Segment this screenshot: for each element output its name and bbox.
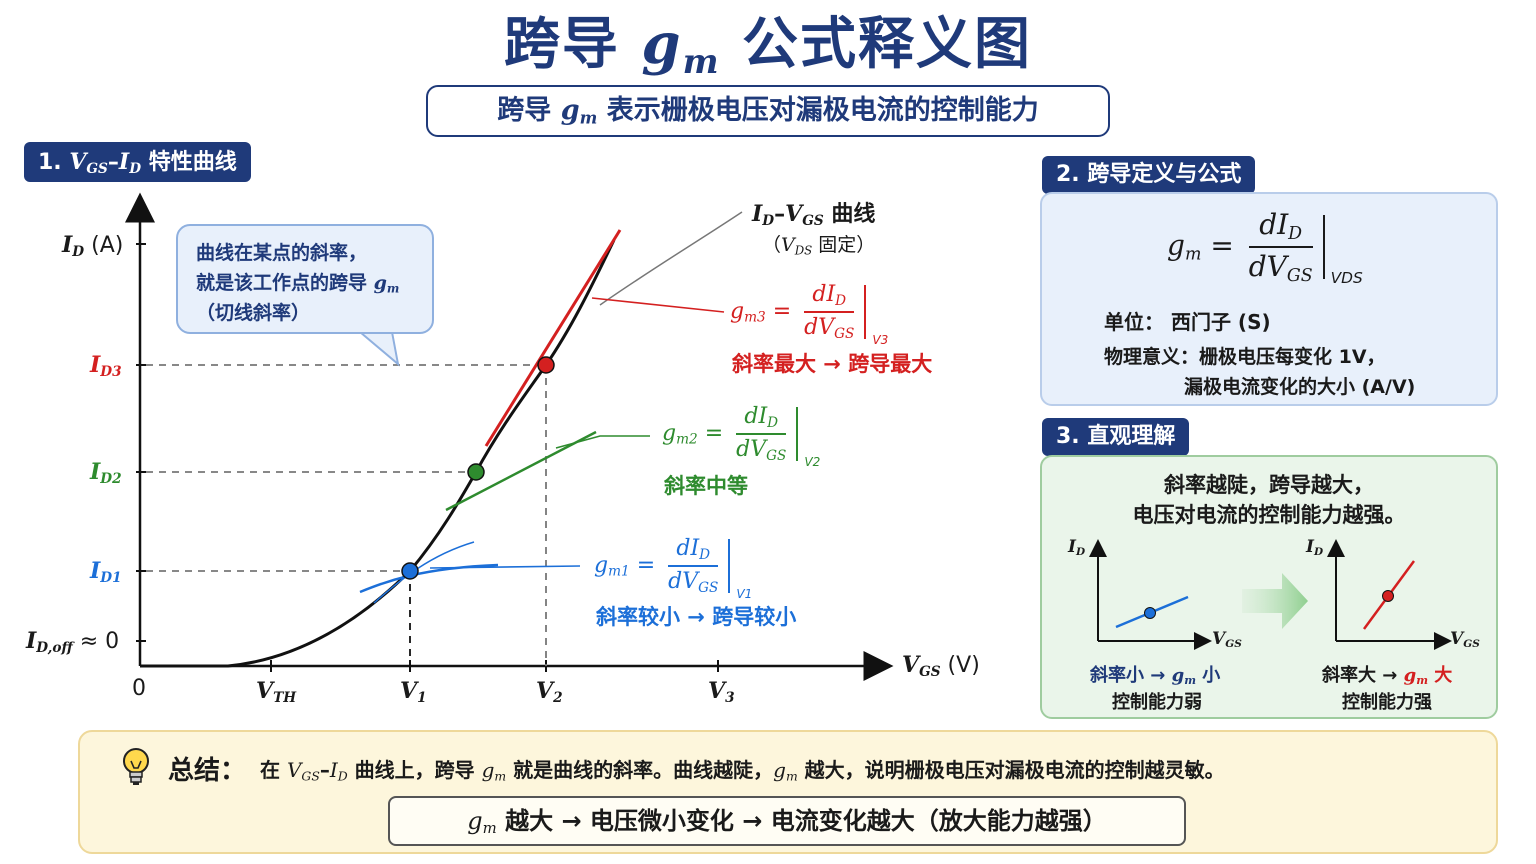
summary-highlight: gm 越大 → 电压微小变化 → 电流变化越大（放大能力越强） — [388, 796, 1186, 846]
y-tick-label-id1: ID1 — [90, 558, 122, 586]
definition-panel: gm = dID dVGS VDS 单位： 西门子 (S) 物理意义：栅极电压每变化… — [1040, 192, 1498, 406]
tangent-gm2 — [445, 430, 597, 512]
unit-line: 单位： 西门子 (S) — [1104, 310, 1271, 334]
callout-pointer — [359, 331, 400, 367]
y-axis-label: ID (A) — [62, 232, 124, 260]
meaning-line-2: 漏极电流变化的大小 (A/V) — [1184, 376, 1416, 398]
formula-gm1: gm1 = dID dVGS V1 — [594, 536, 753, 601]
mini-left-y-label: ID — [1068, 537, 1086, 558]
id-vgs-plot — [125, 192, 894, 681]
tangent-gm1 — [359, 563, 499, 594]
leader-gm3 — [591, 297, 725, 313]
point-gm2 — [467, 463, 485, 481]
point-gm1 — [401, 562, 419, 580]
leader-gm2 — [555, 435, 650, 449]
y-tick-label-id2: ID2 — [90, 459, 122, 487]
summary-text: 在 VGS–ID 曲线上，跨导 gm 就是曲线的斜率。曲线越陡，gm 越大，说明… — [260, 758, 1225, 784]
mini-left-x-label: VGS — [1212, 629, 1242, 650]
y-tick-label-ioff: ID,off ≈ 0 — [26, 628, 120, 656]
curve-note: （VDS 固定） — [762, 234, 876, 258]
mini-right-x-label: VGS — [1450, 629, 1480, 650]
y-tick-label-id3: ID3 — [90, 352, 122, 380]
mini-right-caption-1: 斜率大 → gm 大 — [1322, 665, 1453, 688]
origin-label: 0 — [132, 676, 146, 701]
summary-label: 总结： — [168, 756, 247, 786]
mini-left-point — [1144, 607, 1156, 619]
section-1-tag: 1. VGS–ID 特性曲线 — [24, 142, 251, 182]
x-tick-label-vth: VTH — [256, 678, 297, 706]
mini-right-caption-2: 控制能力强 — [1342, 692, 1432, 713]
section-2-tag: 2. 跨导定义与公式 — [1042, 156, 1256, 194]
x-tick-label-v3: V3 — [708, 678, 735, 706]
right-arrow-icon — [1242, 573, 1308, 629]
tangent-gm3 — [484, 229, 622, 447]
curve-extension — [599, 211, 743, 306]
x-tick-label-v2: V2 — [536, 678, 563, 706]
intuition-line-1: 斜率越陡，跨导越大， — [1164, 473, 1374, 497]
note-gm1: 斜率较小 → 跨导较小 — [596, 605, 797, 629]
section-3-tag: 3. 直观理解 — [1042, 418, 1190, 456]
note-gm3: 斜率最大 → 跨导最大 — [732, 352, 933, 376]
meaning-line-1: 物理意义：栅极电压每变化 1V， — [1104, 346, 1386, 368]
mini-plots — [1089, 539, 1452, 650]
intuition-panel: 斜率越陡，跨导越大， 电压对电流的控制能力越强。 ID VGS ID VGS 斜… — [1040, 455, 1498, 719]
formula-gm2: gm2 = dID dVGS V2 — [662, 404, 821, 469]
gm-definition-formula: gm = dID dVGS VDS — [1167, 208, 1363, 287]
mini-left-caption-1: 斜率小 → gm 小 — [1090, 665, 1221, 688]
leader-gm1 — [429, 565, 581, 569]
lightbulb-icon — [123, 748, 149, 785]
formula-gm3: gm3 = dID dVGS V3 — [730, 282, 889, 347]
slope-callout: 曲线在某点的斜率， 就是该工作点的跨导 gm （切线斜率） — [176, 224, 434, 334]
mini-right-point — [1382, 590, 1394, 602]
callout-line-3: （切线斜率） — [196, 302, 311, 324]
note-gm2: 斜率中等 — [664, 474, 748, 498]
point-gm3 — [537, 356, 555, 374]
intuition-line-2: 电压对电流的控制能力越强。 — [1132, 503, 1406, 527]
mini-right-y-label: ID — [1306, 537, 1324, 558]
page-subtitle: 跨导 gm 表示栅极电压对漏极电流的控制能力 — [426, 85, 1110, 137]
page-title: 跨导 gm 公式释义图 — [503, 11, 1033, 82]
mini-left-caption-2: 控制能力弱 — [1112, 692, 1202, 713]
x-tick-label-v1: V1 — [400, 678, 427, 706]
summary-box: 总结： 在 VGS–ID 曲线上，跨导 gm 就是曲线的斜率。曲线越陡，gm 越… — [78, 730, 1498, 854]
callout-line-1: 曲线在某点的斜率， — [196, 242, 368, 264]
callout-line-2: 就是该工作点的跨导 gm — [196, 272, 400, 296]
x-axis-label: VGS (V) — [902, 652, 980, 680]
curve-label: ID–VGS 曲线 — [752, 201, 876, 229]
